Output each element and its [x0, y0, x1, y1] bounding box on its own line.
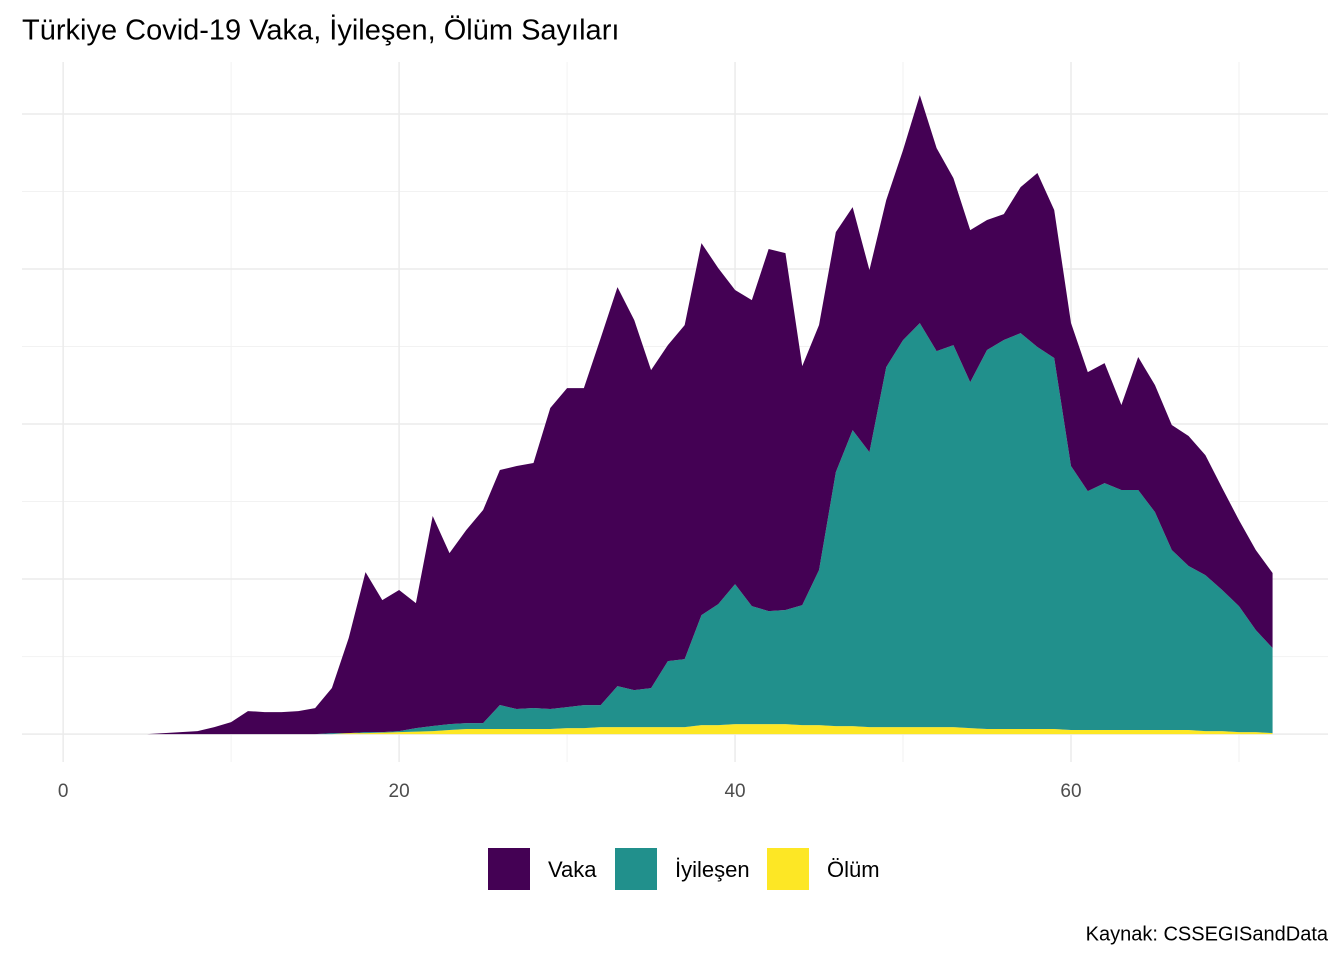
- x-tick-label: 0: [58, 781, 69, 802]
- legend-label: Ölüm: [827, 857, 880, 882]
- legend-label: İyileşen: [675, 857, 750, 882]
- legend-swatch: [615, 848, 657, 890]
- chart-title: Türkiye Covid-19 Vaka, İyileşen, Ölüm Sa…: [22, 14, 619, 47]
- caption: Kaynak: CSSEGISandData: [1086, 923, 1329, 945]
- x-tick-label: 60: [1060, 781, 1081, 802]
- x-tick-label: 20: [389, 781, 410, 802]
- area: [147, 724, 1273, 735]
- legend-swatch: [767, 848, 809, 890]
- x-tick-label: 40: [724, 781, 745, 802]
- area: [147, 95, 1273, 735]
- legend-swatch: [488, 848, 530, 890]
- legend-label: Vaka: [548, 857, 597, 882]
- area: [147, 323, 1273, 735]
